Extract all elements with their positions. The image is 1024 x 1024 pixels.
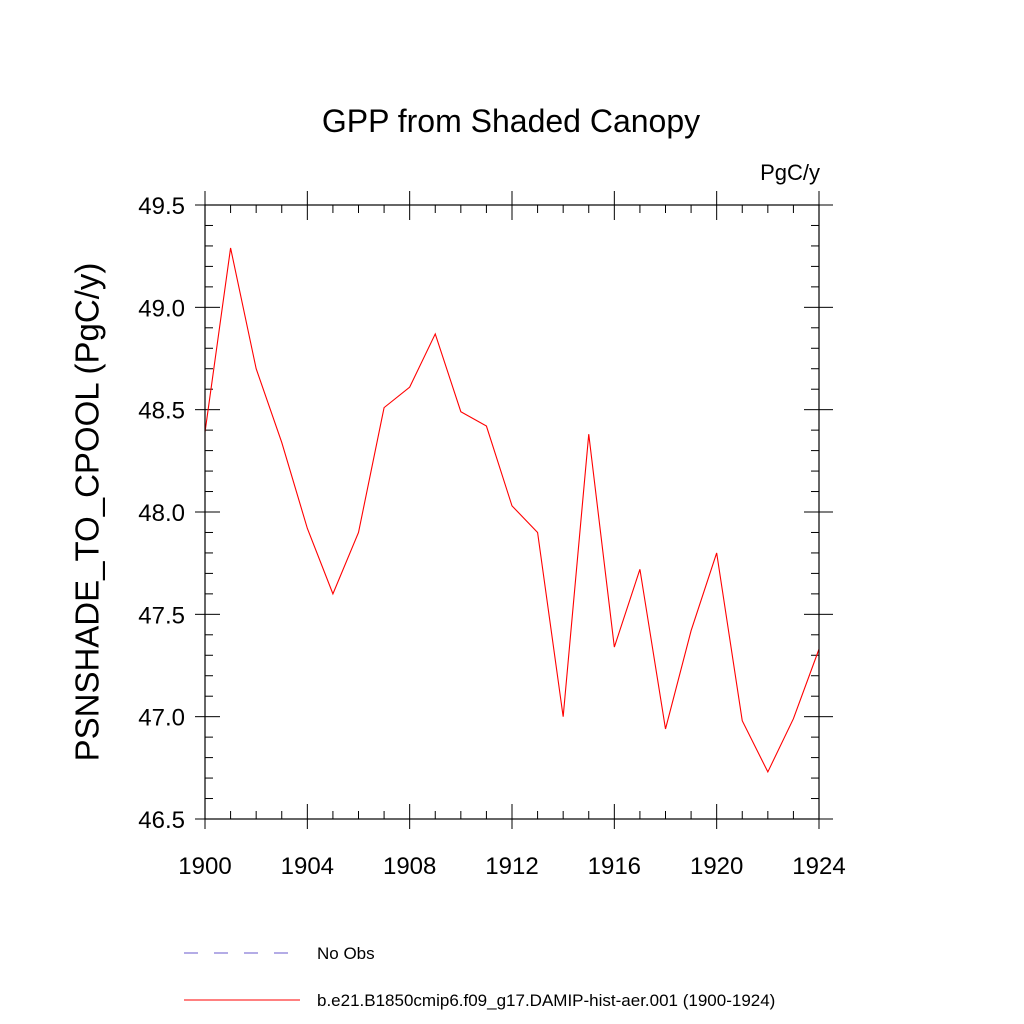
plot-frame [204,204,820,820]
units-label: PgC/y [760,160,820,185]
x-tick-label: 1904 [281,853,334,880]
series-line [204,247,820,774]
x-tick-label: 1924 [792,853,845,880]
legend: No Obs b.e21.B1850cmip6.f09_g17.DAMIP-hi… [184,944,775,1010]
y-tick-label: 47.5 [138,602,185,629]
y-tick-label: 49.0 [138,295,185,322]
y-tick-label: 49.5 [138,193,185,220]
y-tick-label: 47.0 [138,705,185,732]
x-tick-label: 1912 [485,853,538,880]
y-tick-label: 48.0 [138,500,185,527]
x-tick-label: 1908 [383,853,436,880]
x-tick-label: 1916 [588,853,641,880]
axis-ticks [195,191,833,829]
x-tick-label: 1900 [178,853,231,880]
plot-series [204,247,820,774]
y-axis-label: PSNSHADE_TO_CPOOL (PgC/y) [69,263,106,762]
chart-title: GPP from Shaded Canopy [322,103,700,139]
legend-label-no-obs: No Obs [317,944,375,963]
legend-label-model: b.e21.B1850cmip6.f09_g17.DAMIP-hist-aer.… [317,991,775,1010]
y-tick-label: 48.5 [138,398,185,425]
x-tick-label: 1920 [690,853,743,880]
axis-tick-labels: 1900 1904 1908 1912 1916 1920 1924 46.5 47.0 47.5… [138,193,845,880]
y-tick-label: 46.5 [138,807,185,834]
